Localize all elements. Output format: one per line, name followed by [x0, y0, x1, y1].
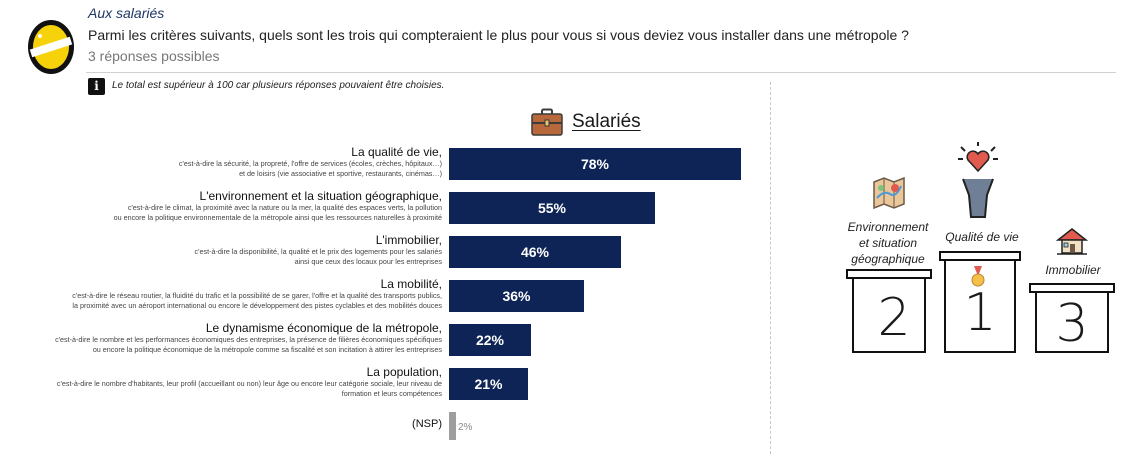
- chart-title: Salariés: [572, 111, 641, 132]
- map-icon: [873, 176, 905, 210]
- category-description: ou encore la politique environnementale …: [113, 213, 442, 222]
- nsp-label: (NSP): [412, 418, 442, 430]
- bar: 78%: [449, 148, 741, 180]
- podium-first-caption: Qualité de vie: [945, 230, 1019, 244]
- medal-icon: [971, 266, 985, 287]
- bar-value-label: 55%: [537, 200, 567, 216]
- category-description: et de loisirs (vie associative et sporti…: [239, 169, 442, 178]
- bar: 21%: [449, 368, 528, 400]
- rank-three: 3: [1055, 294, 1089, 354]
- category-label: L'environnement et la situation géograph…: [114, 189, 442, 223]
- category-title: Le dynamisme économique de la métropole,: [205, 321, 442, 335]
- question-text: Parmi les critères suivants, quels sont …: [88, 27, 909, 43]
- category-description: c'est-à-dire le climat, la proximité ave…: [127, 203, 442, 212]
- bar-value-label: 22%: [475, 332, 505, 348]
- bar: 46%: [449, 236, 621, 268]
- category-label: La qualité de vie, c'est-à-dire la sécuri…: [179, 145, 442, 179]
- nsp-bar: [449, 412, 456, 440]
- note-text: Le total est supérieur à 100 car plusieu…: [112, 80, 445, 91]
- category-title: La population,: [366, 365, 442, 379]
- category-description: c'est-à-dire la sécurité, la propreté, l…: [178, 159, 442, 168]
- podium-graphic: [846, 251, 1115, 353]
- category-description: c'est-à-dire le nombre d'habitants, leur…: [56, 379, 442, 388]
- category-description: formation et leurs compétences: [341, 389, 442, 398]
- info-icon: i: [89, 79, 104, 94]
- rank-two: 2: [877, 288, 911, 348]
- audience-label: Aux salariés: [88, 5, 165, 21]
- bar-value-label: 46%: [520, 244, 550, 260]
- briefcase-icon: [531, 108, 563, 136]
- header-divider: [86, 72, 1116, 73]
- category-description: c'est-à-dire le réseau routier, la fluid…: [72, 291, 442, 300]
- category-title: L'immobilier,: [375, 233, 442, 247]
- category-label: Le dynamisme économique de la métropole,…: [55, 321, 442, 355]
- category-title: La mobilité,: [380, 277, 442, 291]
- category-description: c'est-à-dire la disponibilité, la qualit…: [194, 247, 442, 256]
- category-label: La population, c'est-à-dire le nombre d'h…: [57, 365, 442, 399]
- bar: 22%: [449, 324, 531, 356]
- bar: 36%: [449, 280, 584, 312]
- category-description: la proximité avec un aéroport internatio…: [72, 301, 442, 310]
- vertical-divider: [770, 82, 771, 454]
- person-heart-icon: [958, 142, 998, 218]
- bar-value-label: 36%: [502, 288, 531, 304]
- brand-logo: [28, 20, 74, 74]
- responses-note: 3 réponses possibles: [88, 48, 220, 64]
- category-description: ainsi que ceux des locaux pour les entre…: [294, 257, 442, 266]
- category-description: ou encore la politique économique de la …: [92, 345, 442, 354]
- podium-second-caption: Environnement et situation géographique: [847, 220, 929, 266]
- house-icon: [1056, 228, 1088, 255]
- category-description: c'est-à-dire le nombre et les performanc…: [55, 335, 442, 344]
- bar-value-label: 21%: [474, 376, 503, 392]
- nsp-value-label: 2%: [458, 422, 473, 433]
- category-label: La mobilité, c'est-à-dire le réseau routi…: [72, 277, 442, 311]
- category-title: L'environnement et la situation géograph…: [199, 189, 442, 203]
- category-label: L'immobilier, c'est-à-dire la disponibili…: [195, 233, 442, 267]
- category-title: La qualité de vie,: [351, 145, 442, 159]
- podium-third-caption: Immobilier: [1045, 263, 1101, 277]
- rank-one: 1: [963, 283, 997, 343]
- bar: 55%: [449, 192, 655, 224]
- bar-value-label: 78%: [580, 156, 610, 172]
